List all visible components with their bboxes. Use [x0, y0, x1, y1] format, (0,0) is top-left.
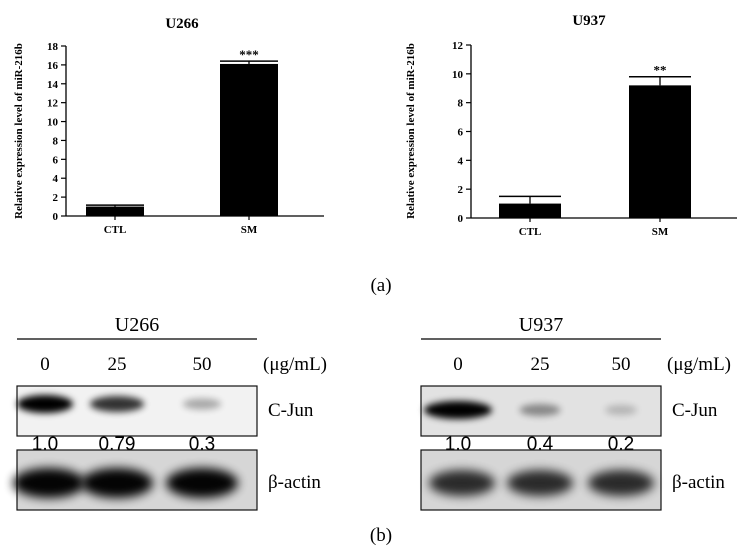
- y-tick-label: 12: [47, 98, 59, 110]
- chart-title: U937: [572, 13, 606, 29]
- y-axis-label: Relative expression level of miR-216b: [405, 43, 417, 219]
- y-tick-label: 2: [53, 192, 59, 204]
- c-jun-band: [519, 404, 561, 416]
- panel-label-a: (a): [370, 275, 391, 296]
- beta-actin-band: [507, 470, 573, 496]
- c-jun-band: [424, 401, 492, 419]
- y-tick-label: 4: [53, 173, 59, 185]
- significance-marker: ***: [239, 47, 259, 62]
- protein-label-c-jun: C-Jun: [672, 400, 718, 421]
- dose-label: 50: [612, 354, 631, 375]
- y-tick-label: 12: [452, 40, 464, 52]
- y-tick-label: 2: [458, 184, 464, 196]
- dose-label: 50: [193, 354, 212, 375]
- dose-unit-label: (μg/mL): [667, 354, 731, 375]
- beta-actin-band: [166, 468, 238, 498]
- chart-title: U266: [165, 16, 199, 32]
- dose-label: 0: [453, 354, 463, 375]
- beta-actin-band: [81, 468, 153, 498]
- y-tick-label: 0: [53, 211, 59, 223]
- y-tick-label: 6: [458, 127, 464, 139]
- protein-label-beta-actin: β-actin: [672, 472, 725, 493]
- y-tick-label: 10: [452, 69, 464, 81]
- x-tick-label: CTL: [104, 224, 127, 236]
- bar-ctl: [499, 203, 561, 218]
- dose-unit-label: (μg/mL): [263, 354, 327, 375]
- y-tick-label: 10: [47, 117, 59, 129]
- y-tick-label: 8: [53, 135, 59, 147]
- x-tick-label: CTL: [519, 226, 542, 238]
- y-tick-label: 14: [47, 79, 59, 91]
- protein-label-c-jun: C-Jun: [268, 400, 314, 421]
- y-axis-label: Relative expression level of miR-216b: [13, 43, 25, 219]
- panel-a-label: (a): [370, 275, 391, 296]
- bar-sm: [629, 85, 691, 218]
- significance-marker: **: [654, 63, 667, 78]
- y-tick-label: 16: [47, 60, 59, 72]
- c-jun-band: [89, 396, 145, 412]
- y-tick-label: 6: [53, 154, 59, 166]
- c-jun-band: [605, 405, 637, 415]
- panel-label-b: (b): [370, 525, 392, 546]
- protein-label-beta-actin: β-actin: [268, 472, 321, 493]
- bar-sm: [220, 63, 278, 216]
- dose-label: 25: [108, 354, 127, 375]
- bar-ctl: [86, 206, 144, 216]
- y-tick-label: 18: [47, 41, 59, 53]
- beta-actin-band: [588, 470, 654, 496]
- dose-label: 25: [531, 354, 550, 375]
- c-jun-band: [182, 398, 222, 410]
- blot-cell-line-title: U937: [519, 314, 563, 336]
- beta-actin-band: [13, 468, 85, 498]
- dose-label: 0: [40, 354, 50, 375]
- y-tick-label: 8: [458, 98, 464, 110]
- y-tick-label: 4: [458, 155, 464, 167]
- beta-actin-band: [429, 470, 495, 496]
- x-tick-label: SM: [241, 224, 258, 236]
- c-jun-band: [17, 395, 73, 413]
- y-tick-label: 0: [458, 213, 464, 225]
- bar-chart-u266: U266 Relative expression level of miR-216…: [13, 16, 324, 236]
- x-tick-label: SM: [652, 226, 669, 238]
- blot-cell-line-title: U266: [115, 314, 159, 336]
- panel-b-label: (b): [370, 525, 392, 546]
- bar-chart-u937: U937 Relative expression level of miR-216…: [405, 13, 737, 238]
